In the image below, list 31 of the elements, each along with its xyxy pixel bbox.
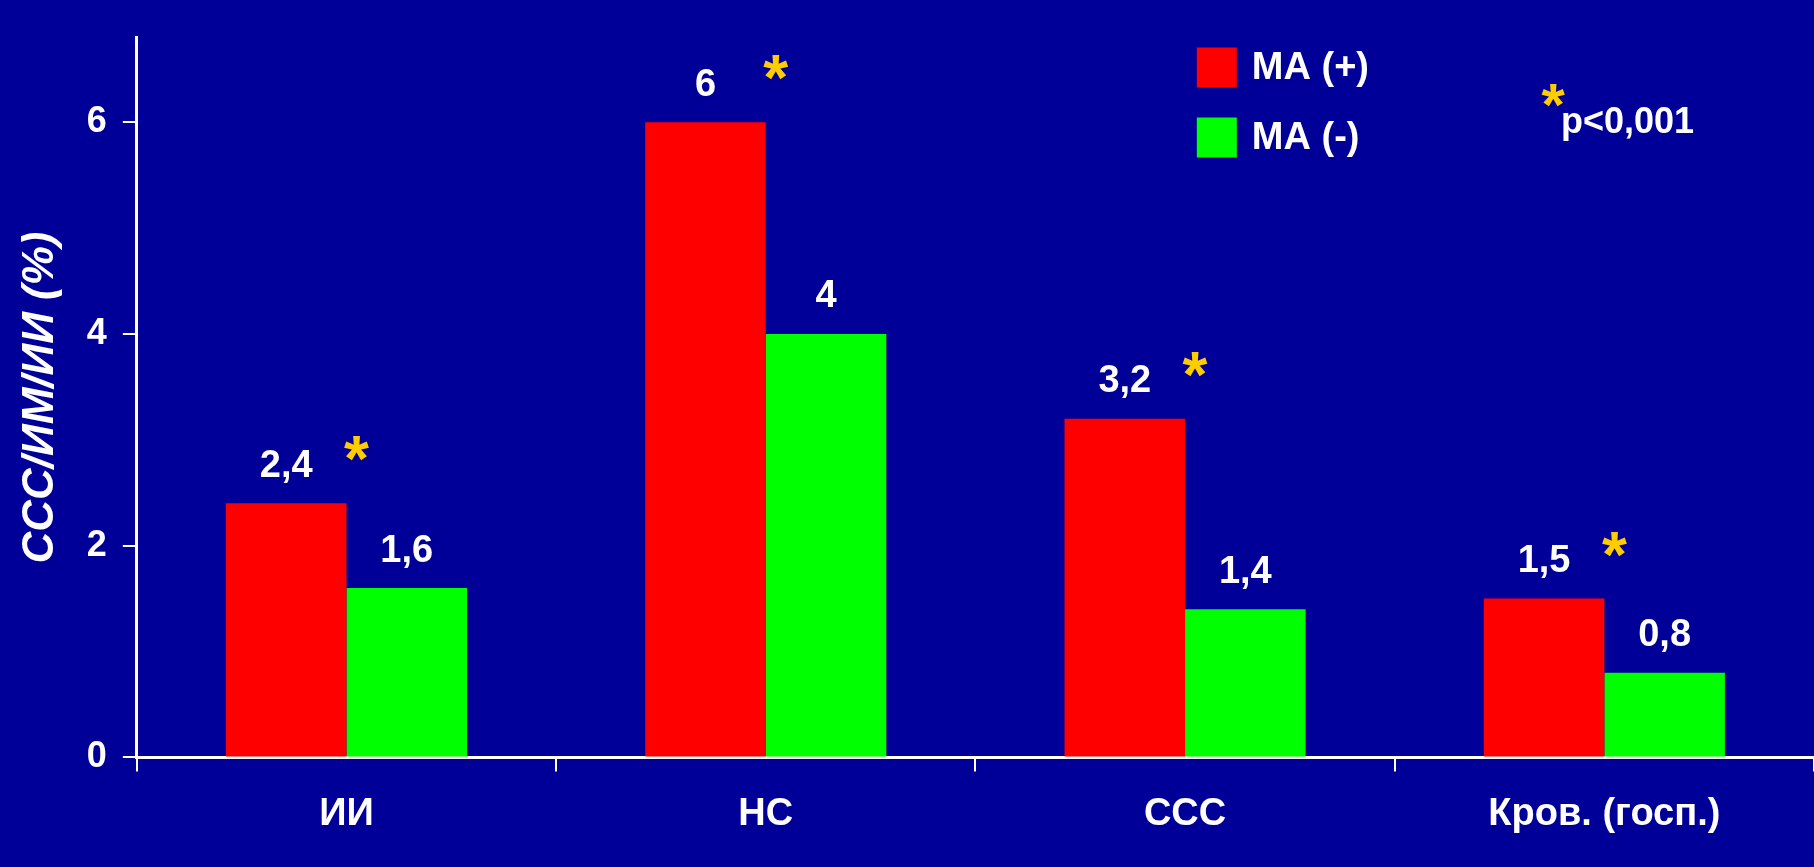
x-tick-label: Кров. (госп.) [1488, 790, 1721, 833]
bar [1483, 598, 1605, 757]
legend-label: МА (+) [1251, 45, 1369, 88]
data-label: 0,8 [1638, 612, 1692, 655]
data-label: 4 [815, 273, 837, 316]
bar [1604, 672, 1725, 757]
legend-label: МА (-) [1251, 115, 1360, 158]
y-tick-label: 4 [86, 310, 107, 352]
y-tick-label: 2 [86, 522, 107, 564]
data-label: 1,6 [380, 527, 434, 570]
data-label: 1,5 [1517, 538, 1571, 581]
bar [1185, 609, 1306, 757]
annotation: * [1182, 338, 1208, 411]
data-label: 6 [694, 61, 717, 104]
y-tick-label: 0 [86, 734, 107, 776]
data-label: 1,4 [1218, 548, 1272, 591]
annotation: * [763, 42, 789, 115]
bar [1064, 418, 1186, 757]
bar [346, 588, 468, 757]
y-tick-label: 6 [86, 99, 107, 141]
data-label: 3,2 [1098, 358, 1152, 401]
x-tick-label: НС [738, 790, 794, 833]
y-axis-title: ССС/ИМ/ИИ (%) [12, 231, 62, 564]
annotation: * [344, 423, 370, 496]
data-label: 2,4 [259, 442, 313, 485]
bar [765, 333, 887, 757]
annotation: * [1601, 518, 1627, 591]
bar [225, 503, 347, 757]
bar [645, 122, 766, 757]
x-tick-label: ССС [1143, 790, 1227, 833]
x-tick-label: ИИ [319, 790, 374, 833]
